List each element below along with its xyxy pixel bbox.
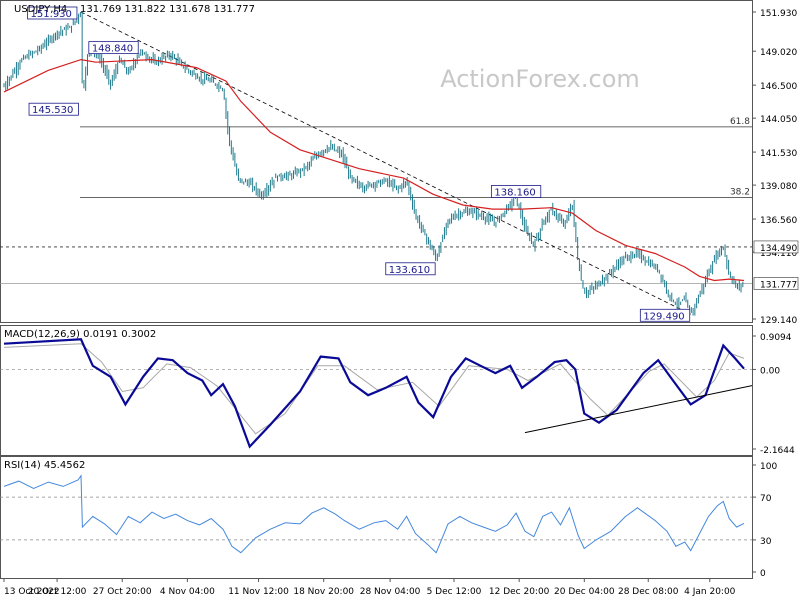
price-panel-frame <box>0 0 753 323</box>
y-tick-label: 151.930 <box>760 9 797 19</box>
x-tick-label: 4 Jan 20:00 <box>684 587 736 597</box>
rsi-chart: 100 70 30 0 <box>0 462 777 579</box>
price-annotation-label: 145.530 <box>32 105 73 116</box>
rsi-panel-frame <box>0 456 753 579</box>
x-tick-label: 28 Nov 04:00 <box>360 587 421 597</box>
price-annotation-box <box>639 308 691 322</box>
x-tick-label: 28 Dec 08:00 <box>618 587 679 597</box>
price-annotation-box <box>385 262 436 276</box>
x-tick-label: 20 Oct 12:00 <box>28 587 87 597</box>
watermark: ActionForex.com <box>440 65 640 93</box>
rsi-y-tick-label: 0 <box>760 569 766 579</box>
price-annotation-label: 138.160 <box>494 187 535 198</box>
price-annotation-label: 129.490 <box>643 311 684 322</box>
x-tick-label: 18 Nov 20:00 <box>293 587 354 597</box>
price-annotation-label: 148.840 <box>92 44 133 55</box>
x-tick-label: 27 Oct 20:00 <box>93 587 152 597</box>
price-annotation-box <box>28 102 79 116</box>
x-tick-label: 4 Nov 04:00 <box>160 587 215 597</box>
rsi-y-tick-label: 100 <box>760 462 777 472</box>
moving-average-line <box>3 58 745 282</box>
x-tick-label: 12 Dec 20:00 <box>489 587 550 597</box>
x-tick-label: 5 Dec 12:00 <box>427 587 482 597</box>
y-tick-label: 146.500 <box>760 82 797 92</box>
last-price-label: 131.777 <box>760 280 797 290</box>
macd-y-tick-label: 0.00 <box>760 366 780 376</box>
y-tick-label: 139.080 <box>760 182 797 192</box>
price-annotation-box <box>27 6 78 20</box>
y-tick-label: 141.530 <box>760 149 797 159</box>
macd-trendline <box>524 385 753 434</box>
y-tick-label: 144.050 <box>760 115 797 125</box>
fib-label: 38.2 <box>730 187 750 197</box>
rsi-y-tick-label: 70 <box>760 494 772 504</box>
price-annotation-label: 133.610 <box>389 265 430 276</box>
x-tick-label: 11 Nov 12:00 <box>228 587 289 597</box>
price-title: USDJPY,H4 131.769 131.822 131.678 131.77… <box>14 4 255 15</box>
level-tag-box <box>753 240 799 254</box>
price-annotation-label: 151.930 <box>31 9 72 20</box>
macd-y-tick-label: -2.1644 <box>760 446 795 456</box>
rsi-title: RSI(14) 45.4562 <box>4 460 85 471</box>
macd-title: MACD(12,26,9) 0.0191 0.3002 <box>4 329 156 340</box>
chart-title: USDJPY,H4 <box>14 4 67 15</box>
price-chart: 61.8 38.2 151.930 145.530 148.840 133.610 138.… <box>0 6 799 326</box>
y-tick-label: 149.020 <box>760 48 797 58</box>
macd-line <box>3 338 745 449</box>
y-tick-label: 136.560 <box>760 216 797 226</box>
last-price-box <box>753 277 799 290</box>
downtrend-line <box>80 11 691 315</box>
level-tag-label: 134.490 <box>760 244 797 254</box>
price-annotation-box <box>88 41 139 55</box>
y-tick-label: 134.110 <box>760 249 797 259</box>
x-tick-label: 13 Oct 2022 <box>4 587 60 597</box>
rsi-line <box>3 474 745 554</box>
fib-label: 61.8 <box>730 117 750 127</box>
y-tick-label: 129.140 <box>760 316 797 326</box>
macd-signal-line <box>3 343 745 435</box>
ohlc-readout: 131.769 131.822 131.678 131.777 <box>80 4 255 15</box>
price-annotation-box <box>490 185 542 198</box>
macd-y-tick-label: 0.9094 <box>760 333 792 343</box>
x-tick-label: 20 Dec 04:00 <box>554 587 615 597</box>
macd-chart: 0.9094 0.00 -2.1644 <box>0 333 795 456</box>
rsi-y-tick-label: 30 <box>760 537 772 547</box>
